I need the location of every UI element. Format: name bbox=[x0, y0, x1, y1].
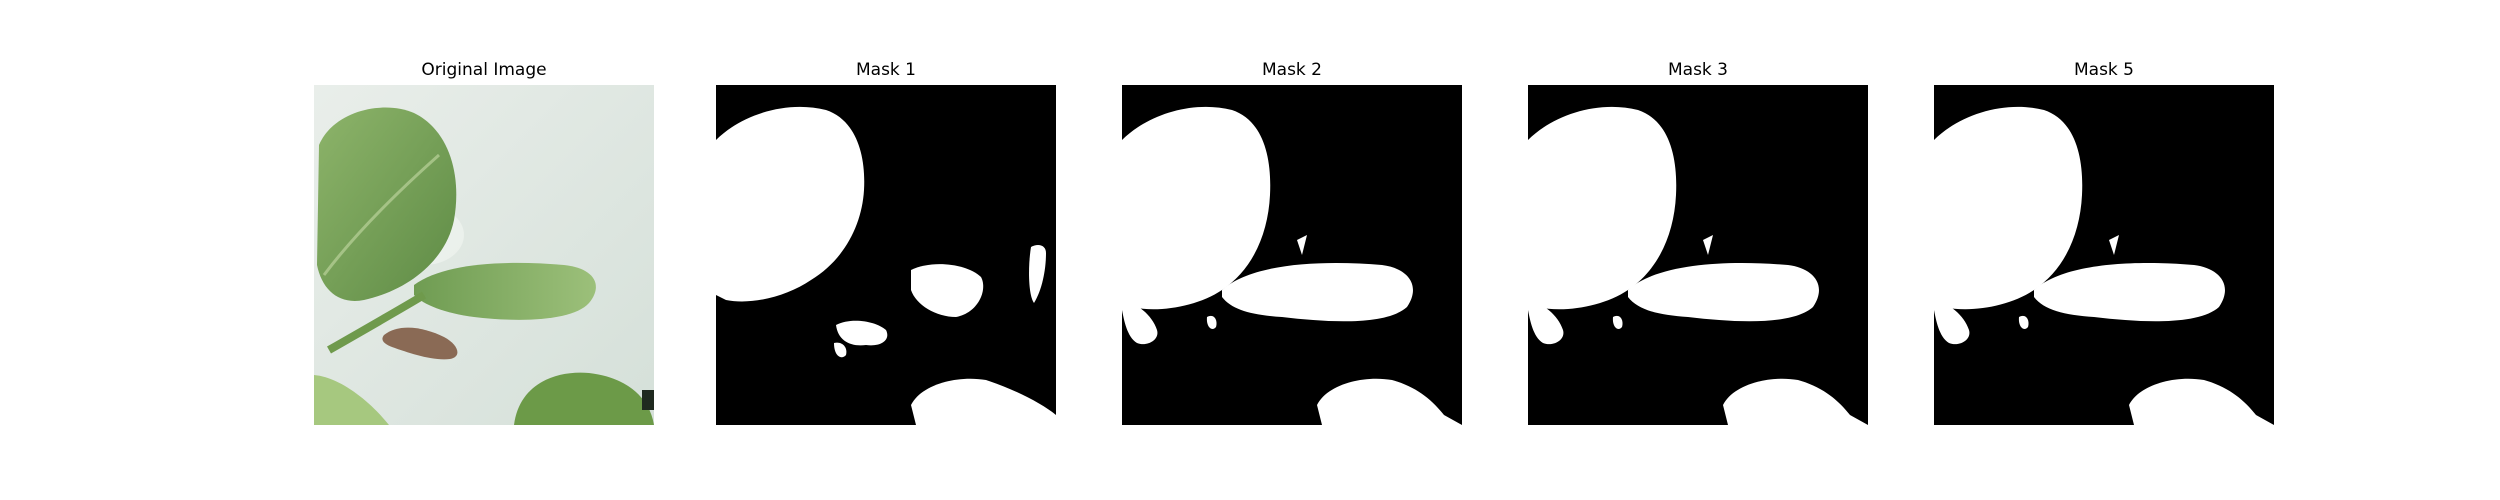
middle-leaf bbox=[414, 262, 596, 320]
mask-2-image bbox=[1122, 85, 1462, 425]
lower-left-leaf bbox=[314, 375, 389, 425]
panel-title: Mask 2 bbox=[1261, 60, 1322, 80]
panel-title: Original Image bbox=[421, 60, 547, 80]
insect bbox=[382, 327, 458, 360]
mask-5-image bbox=[1934, 85, 2274, 425]
mask-1-image bbox=[716, 85, 1056, 425]
panel-title: Mask 5 bbox=[2073, 60, 2134, 80]
lower-right-leaf bbox=[514, 372, 654, 425]
panel-title: Mask 3 bbox=[1667, 60, 1728, 80]
original-photo bbox=[314, 85, 654, 425]
mask-3-image bbox=[1528, 85, 1868, 425]
panel-title: Mask 1 bbox=[855, 60, 916, 80]
